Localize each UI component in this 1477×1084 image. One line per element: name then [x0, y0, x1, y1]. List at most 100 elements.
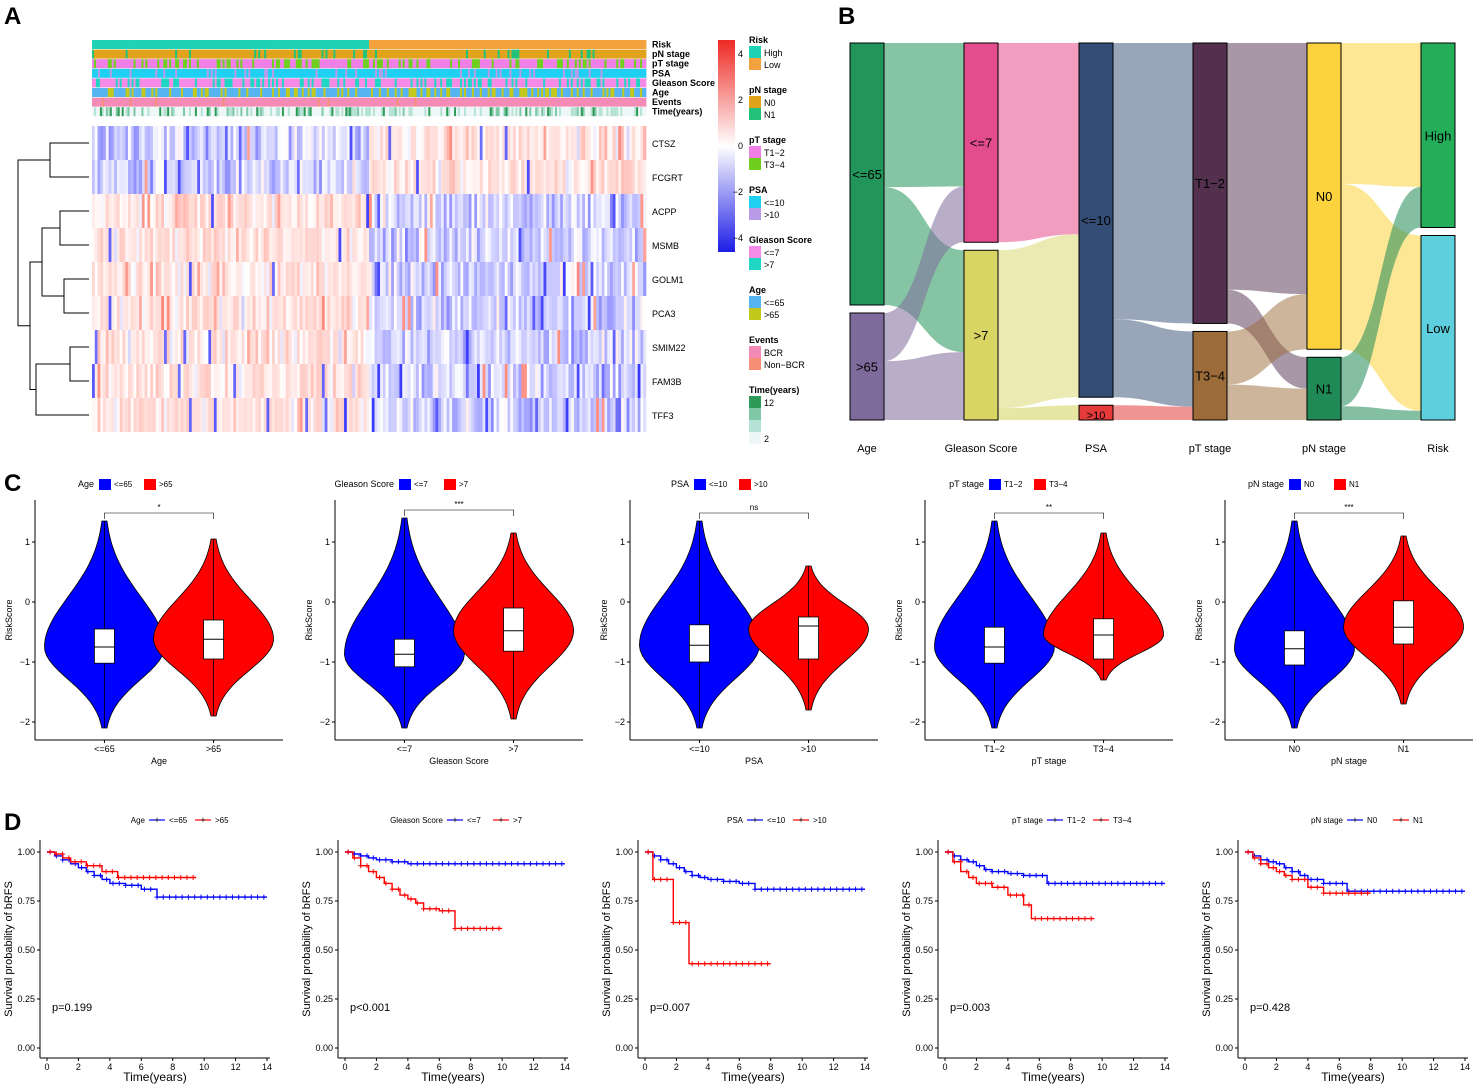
annotation-cell — [202, 40, 206, 49]
annotation-cell — [638, 40, 641, 49]
annotation-cell — [594, 59, 597, 69]
annotation-cell — [301, 59, 305, 69]
heatmap-cell — [515, 160, 519, 194]
heatmap-cell — [601, 160, 605, 194]
heatmap-cell — [468, 228, 472, 262]
heatmap-cell — [557, 126, 561, 160]
heatmap-cell — [385, 296, 389, 330]
heatmap-cell — [291, 330, 295, 364]
annotation-cell — [363, 107, 366, 117]
heatmap-cell — [330, 160, 334, 194]
heatmap-cell — [249, 160, 253, 194]
heatmap-cell — [593, 194, 597, 228]
heatmap-cell — [471, 364, 475, 398]
heatmap-cell — [263, 262, 267, 296]
annotation-cell — [634, 68, 637, 78]
sankey-node-label: High — [1425, 128, 1452, 143]
annotation-cell — [279, 78, 283, 88]
annotation-cell — [424, 49, 427, 59]
annotation-cell — [626, 97, 629, 107]
annotation-cell — [537, 88, 540, 97]
annotation-cell — [341, 88, 344, 97]
heatmap-cell — [374, 160, 378, 194]
heatmap-cell — [474, 160, 478, 194]
annotation-cell — [175, 107, 178, 117]
heatmap-cell — [227, 364, 231, 398]
annotation-cell — [276, 88, 279, 97]
heatmap-cell — [418, 296, 422, 330]
annotation-cell — [281, 97, 285, 107]
annotation-cell — [299, 40, 303, 49]
annotation-cell — [430, 40, 433, 49]
heatmap-cell — [513, 364, 517, 398]
annotation-cell — [242, 59, 245, 69]
annotation-cell — [543, 59, 546, 69]
heatmap-cell — [180, 126, 184, 160]
heatmap-cell — [499, 364, 503, 398]
y-tick-label: 0 — [915, 597, 920, 607]
heatmap-cell — [330, 126, 334, 160]
annotation-cell — [365, 107, 368, 117]
annotation-cell — [315, 97, 318, 107]
annotation-cell — [430, 88, 433, 97]
annotation-cell — [519, 78, 522, 88]
annotation-cell — [268, 88, 271, 97]
heatmap-cell — [114, 364, 118, 398]
annotation-cell — [452, 88, 455, 97]
annotation-cell — [642, 40, 645, 49]
heatmap-cell — [296, 398, 301, 432]
heatmap-cell — [94, 126, 98, 160]
heatmap-cell — [438, 364, 442, 398]
heatmap-cell — [385, 398, 389, 432]
annotation-cell — [463, 40, 467, 49]
annotation-cell — [594, 88, 597, 97]
annotation-cell — [406, 59, 409, 69]
annotation-cell — [321, 107, 324, 117]
annotation-cell — [208, 49, 212, 59]
heatmap-cell — [277, 126, 281, 160]
heatmap-cell — [529, 194, 533, 228]
box-body — [984, 626, 1005, 664]
annotation-cell — [287, 78, 291, 88]
annotation-cell — [268, 40, 271, 49]
heatmap-cell — [352, 194, 356, 228]
annotation-cell — [418, 68, 421, 78]
annotation-cell — [359, 97, 362, 107]
heatmap-cell — [640, 296, 644, 330]
heatmap-cell — [402, 126, 406, 160]
annotation-cell — [600, 40, 603, 49]
heatmap-cell — [310, 364, 314, 398]
annotation-cell — [117, 107, 121, 117]
heatmap-cell — [424, 194, 428, 228]
annotation-cell — [471, 59, 475, 69]
heatmap-cell — [515, 296, 519, 330]
annotation-cell — [574, 97, 578, 107]
annotation-cell — [505, 78, 508, 88]
annotation-cell — [634, 97, 637, 107]
y-tick-label: 0.75 — [615, 896, 633, 906]
heatmap-cell — [601, 330, 605, 364]
heatmap-cell — [513, 330, 517, 364]
annotation-cell — [291, 78, 295, 88]
annotation-cell — [442, 68, 445, 78]
annotation-cell — [450, 68, 453, 78]
annotation-cell — [400, 107, 404, 117]
heatmap-cell — [501, 364, 506, 398]
heatmap-cell — [537, 398, 542, 432]
x-tick-label: 10 — [797, 1062, 807, 1072]
heatmap-cell — [208, 126, 212, 160]
heatmap-cell — [200, 296, 204, 330]
heatmap-cell — [272, 160, 276, 194]
annotation-cell — [321, 78, 324, 88]
heatmap-cell — [604, 262, 608, 296]
censor-mark — [765, 961, 771, 967]
y-axis-label: RiskScore — [894, 599, 904, 640]
annotation-cell — [115, 97, 119, 107]
heatmap-cell — [130, 126, 134, 160]
heatmap-cell — [119, 296, 123, 330]
heatmap-cell — [388, 364, 392, 398]
annotation-cell — [491, 97, 495, 107]
y-tick-label: −1 — [320, 657, 330, 667]
heatmap-cell — [499, 398, 503, 432]
